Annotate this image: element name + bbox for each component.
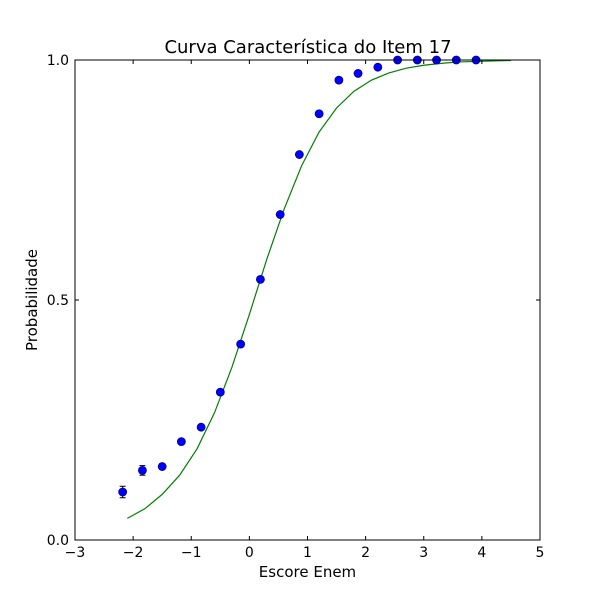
x-tick-label: −1 <box>181 545 202 561</box>
data-point <box>157 462 167 471</box>
data-point <box>215 387 225 397</box>
x-tick-label: 4 <box>477 545 486 561</box>
data-point <box>314 109 324 119</box>
fitted-curve <box>127 59 511 519</box>
y-tick-label: 0.0 <box>47 533 69 549</box>
y-axis-label: Probabilidade <box>23 249 41 351</box>
x-tick-label: 1 <box>303 545 312 561</box>
data-point <box>256 274 265 284</box>
y-tick-label: 1.0 <box>47 53 69 69</box>
data-point <box>294 150 304 159</box>
x-tick-label: 5 <box>536 545 545 561</box>
data-point <box>353 69 363 78</box>
data-point <box>138 465 147 475</box>
x-axis-label: Escore Enem <box>259 563 356 581</box>
x-tick-label: −3 <box>65 545 86 561</box>
data-point <box>176 437 186 447</box>
x-tick-label: 2 <box>361 545 370 561</box>
x-tick-label: 0 <box>245 545 254 561</box>
data-point <box>334 75 344 85</box>
data-point <box>373 62 383 72</box>
y-tick-label: 0.5 <box>47 293 69 309</box>
plot-frame <box>74 59 541 541</box>
data-point <box>196 422 206 432</box>
axis-ticks: −3 −2 −1 0 1 2 3 4 5 0.0 0.5 1.0 <box>47 53 545 561</box>
x-tick-label: 3 <box>419 545 428 561</box>
data-point <box>236 339 246 349</box>
plot-area <box>75 60 540 540</box>
x-tick-label: −2 <box>123 545 144 561</box>
chart-title: Curva Característica do Item 17 <box>164 37 451 58</box>
chart-marks <box>118 55 511 519</box>
data-point <box>275 210 285 219</box>
data-point <box>118 487 128 497</box>
